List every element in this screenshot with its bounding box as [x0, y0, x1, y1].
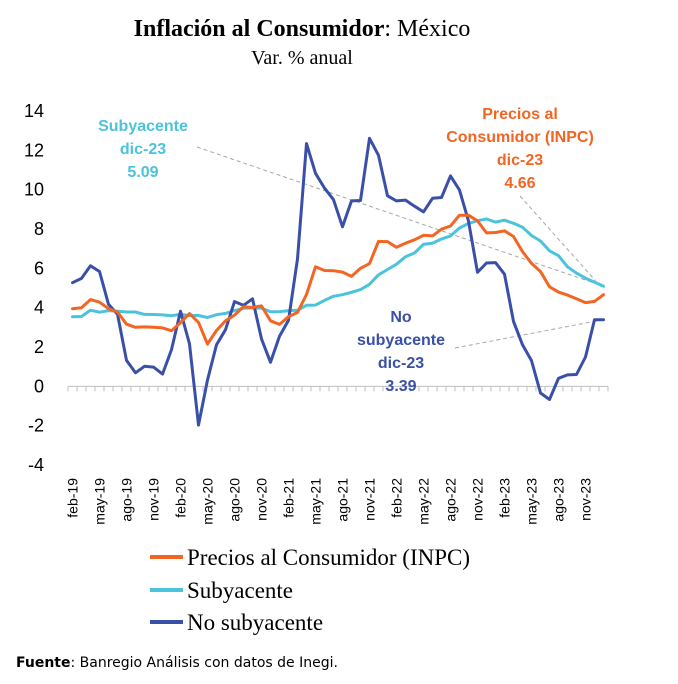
x-tick-label: may-19	[92, 478, 108, 525]
legend-label-inpc: Precios al Consumidor (INPC)	[187, 545, 470, 570]
annotation-sub-line: 5.09	[127, 164, 158, 181]
annotation-nosub-line: subyacente	[357, 332, 445, 349]
x-tick-label: feb-22	[389, 478, 405, 518]
x-tick-label: may-20	[200, 478, 216, 525]
x-tick-label: ago-19	[119, 478, 135, 522]
x-tick-label: nov-22	[470, 478, 486, 521]
y-tick-label: 10	[24, 180, 44, 200]
annotation-nosub-line: 3.39	[385, 378, 416, 395]
x-axis: feb-19 may-19 ago-19 nov-19 feb-20 may-20 ago-…	[65, 385, 609, 525]
source-text: : Banregio Análisis con datos de Inegi.	[70, 655, 337, 671]
series-lines	[71, 136, 605, 427]
leader-no-subyacente	[454, 319, 604, 349]
x-tick-label: ago-21	[335, 478, 351, 522]
x-tick-label: ago-22	[443, 478, 459, 522]
leader-inpc	[519, 195, 596, 282]
legend-label-subyacente: Subyacente	[187, 578, 293, 603]
annotation-nosub-line: No	[390, 309, 412, 326]
annotation-leader-lines	[196, 146, 604, 349]
chart-title: Inflación al Consumidor: México	[134, 16, 471, 42]
annotation-inpc-line: dic-23	[497, 152, 543, 169]
y-tick-label: 0	[34, 376, 44, 396]
y-tick-label: 2	[34, 337, 44, 357]
source-label: Fuente	[16, 655, 70, 671]
series-line-no-subyacente	[71, 136, 605, 427]
x-tick-label: feb-19	[65, 478, 81, 518]
chart-title-rest: : México	[384, 16, 470, 42]
leader-subyacente	[196, 146, 604, 287]
series-line-inpc	[71, 213, 605, 346]
annotation-inpc-line: 4.66	[504, 175, 535, 192]
x-tick-label: nov-20	[254, 478, 270, 521]
y-axis-ticks: 14 12 10 8 6 4 2 0 -2 -4	[24, 101, 44, 475]
x-tick-label: nov-21	[362, 478, 378, 521]
x-tick-label: nov-23	[578, 478, 594, 521]
source-note: Fuente: Banregio Análisis con datos de I…	[16, 655, 338, 671]
x-tick-label: ago-20	[227, 478, 243, 522]
series-line-subyacente	[71, 217, 605, 319]
annotation-inpc-line: Precios al	[482, 106, 558, 123]
y-tick-label: 6	[34, 258, 44, 278]
x-tick-label: may-21	[308, 478, 324, 525]
y-tick-label: -4	[28, 455, 44, 475]
legend: Precios al Consumidor (INPC) Subyacente …	[150, 545, 470, 635]
annotation-inpc-line: Consumidor (INPC)	[446, 129, 594, 146]
x-tick-label: may-22	[416, 478, 432, 525]
y-tick-label: -2	[28, 416, 44, 436]
x-tick-label: feb-21	[281, 478, 297, 518]
series-annotations: Subyacente dic-23 5.09 Precios al Consumidor…	[98, 106, 594, 395]
x-tick-label: feb-23	[497, 478, 513, 518]
legend-label-no-subyacente: No subyacente	[187, 610, 323, 635]
chart-subtitle: Var. % anual	[251, 47, 353, 69]
x-tick-label: feb-20	[173, 478, 189, 518]
y-tick-label: 8	[34, 219, 44, 239]
chart-title-main: Inflación al Consumidor	[134, 16, 385, 42]
annotation-sub-line: dic-23	[120, 141, 166, 158]
y-tick-label: 14	[24, 101, 44, 121]
annotation-nosub-line: dic-23	[378, 355, 424, 372]
x-tick-label: ago-23	[551, 478, 567, 522]
y-tick-label: 4	[34, 298, 44, 318]
x-tick-label: nov-19	[146, 478, 162, 521]
y-tick-label: 12	[24, 140, 44, 160]
annotation-sub-line: Subyacente	[98, 118, 188, 135]
x-tick-label: may-23	[524, 478, 540, 525]
